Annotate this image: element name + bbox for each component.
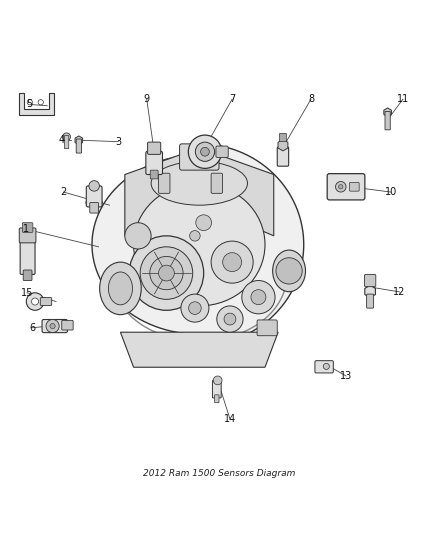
Polygon shape bbox=[384, 108, 392, 117]
Ellipse shape bbox=[134, 161, 265, 223]
Circle shape bbox=[336, 182, 346, 192]
Circle shape bbox=[50, 324, 55, 329]
Polygon shape bbox=[278, 140, 288, 151]
Circle shape bbox=[125, 223, 151, 249]
Circle shape bbox=[213, 376, 222, 385]
Circle shape bbox=[195, 142, 215, 161]
Circle shape bbox=[323, 364, 329, 369]
Circle shape bbox=[251, 289, 266, 305]
Ellipse shape bbox=[100, 262, 141, 314]
FancyBboxPatch shape bbox=[215, 395, 219, 403]
FancyBboxPatch shape bbox=[159, 173, 170, 193]
Circle shape bbox=[32, 298, 39, 305]
Circle shape bbox=[26, 293, 44, 310]
FancyBboxPatch shape bbox=[64, 135, 69, 149]
Text: 2012 Ram 1500 Sensors Diagram: 2012 Ram 1500 Sensors Diagram bbox=[143, 469, 295, 478]
Text: 7: 7 bbox=[229, 94, 235, 104]
FancyBboxPatch shape bbox=[327, 174, 365, 200]
Circle shape bbox=[27, 100, 32, 105]
Circle shape bbox=[276, 258, 302, 284]
FancyBboxPatch shape bbox=[385, 111, 390, 130]
Text: 14: 14 bbox=[224, 414, 236, 424]
Circle shape bbox=[242, 280, 275, 314]
Text: 13: 13 bbox=[340, 371, 352, 381]
Circle shape bbox=[63, 133, 71, 141]
Text: 4: 4 bbox=[58, 135, 64, 146]
Text: 1: 1 bbox=[23, 224, 29, 235]
Ellipse shape bbox=[86, 199, 102, 206]
FancyBboxPatch shape bbox=[211, 173, 223, 193]
Circle shape bbox=[46, 319, 59, 333]
Ellipse shape bbox=[134, 183, 265, 306]
Ellipse shape bbox=[108, 272, 132, 305]
FancyBboxPatch shape bbox=[40, 297, 52, 305]
Polygon shape bbox=[125, 152, 186, 236]
FancyBboxPatch shape bbox=[148, 142, 161, 155]
Circle shape bbox=[150, 256, 183, 290]
Circle shape bbox=[196, 215, 212, 231]
Polygon shape bbox=[92, 144, 304, 345]
FancyBboxPatch shape bbox=[350, 182, 359, 191]
Circle shape bbox=[38, 100, 43, 105]
FancyBboxPatch shape bbox=[364, 274, 376, 287]
Text: 15: 15 bbox=[21, 288, 33, 298]
FancyBboxPatch shape bbox=[76, 139, 81, 153]
Text: 2: 2 bbox=[60, 187, 67, 197]
FancyBboxPatch shape bbox=[212, 381, 221, 398]
Polygon shape bbox=[19, 93, 54, 115]
Text: 9: 9 bbox=[144, 94, 150, 104]
Text: 12: 12 bbox=[393, 287, 406, 297]
FancyBboxPatch shape bbox=[23, 270, 32, 280]
Text: 10: 10 bbox=[385, 187, 397, 197]
Circle shape bbox=[129, 236, 204, 310]
Circle shape bbox=[89, 181, 99, 191]
Polygon shape bbox=[212, 152, 274, 236]
Circle shape bbox=[189, 302, 201, 314]
FancyBboxPatch shape bbox=[22, 223, 33, 232]
Circle shape bbox=[211, 241, 253, 283]
FancyBboxPatch shape bbox=[90, 203, 99, 213]
FancyBboxPatch shape bbox=[277, 147, 289, 166]
FancyBboxPatch shape bbox=[150, 170, 158, 179]
Text: 3: 3 bbox=[115, 136, 121, 147]
Circle shape bbox=[181, 294, 209, 322]
Circle shape bbox=[201, 147, 209, 156]
Text: 6: 6 bbox=[29, 323, 35, 333]
FancyBboxPatch shape bbox=[146, 151, 162, 174]
Circle shape bbox=[140, 247, 193, 300]
Ellipse shape bbox=[151, 161, 247, 205]
FancyBboxPatch shape bbox=[315, 361, 333, 373]
FancyBboxPatch shape bbox=[19, 228, 36, 243]
FancyBboxPatch shape bbox=[279, 133, 286, 142]
FancyBboxPatch shape bbox=[86, 186, 102, 207]
Circle shape bbox=[190, 231, 200, 241]
FancyBboxPatch shape bbox=[180, 144, 219, 170]
Circle shape bbox=[188, 135, 222, 168]
Polygon shape bbox=[365, 285, 375, 297]
FancyBboxPatch shape bbox=[20, 240, 35, 274]
Circle shape bbox=[217, 306, 243, 332]
FancyBboxPatch shape bbox=[367, 294, 374, 308]
Polygon shape bbox=[75, 136, 83, 145]
Ellipse shape bbox=[272, 250, 306, 292]
FancyBboxPatch shape bbox=[216, 146, 228, 157]
FancyBboxPatch shape bbox=[257, 320, 277, 336]
Text: 8: 8 bbox=[308, 94, 314, 104]
Circle shape bbox=[223, 253, 242, 272]
Text: 5: 5 bbox=[27, 100, 33, 109]
FancyBboxPatch shape bbox=[42, 319, 67, 333]
FancyBboxPatch shape bbox=[62, 320, 73, 330]
Text: 11: 11 bbox=[397, 94, 409, 104]
Circle shape bbox=[224, 313, 236, 325]
Circle shape bbox=[159, 265, 174, 281]
Polygon shape bbox=[120, 332, 278, 367]
Circle shape bbox=[339, 184, 343, 189]
